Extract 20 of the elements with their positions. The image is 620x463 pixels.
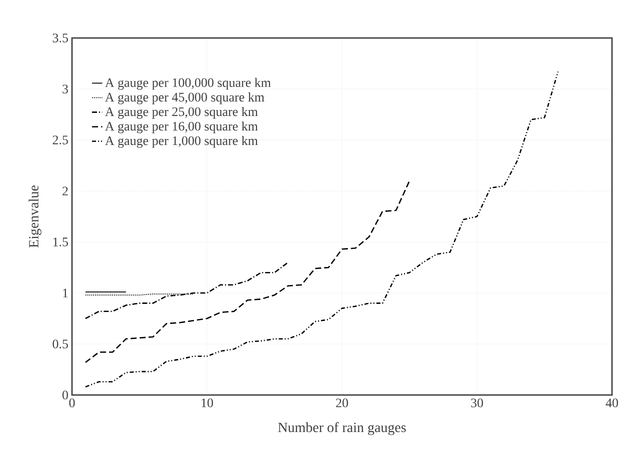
x-tick-label: 10 [202, 398, 214, 408]
y-tick-label: 1 [63, 288, 68, 298]
legend-label: A gauge per 100,000 square km [105, 78, 271, 90]
x-tick-label: 0 [69, 398, 75, 408]
legend-label: A gauge per 16,00 square km [105, 121, 258, 134]
legend-label: A gauge per 45,000 square km [105, 92, 264, 104]
y-tick-label: 0 [62, 390, 68, 400]
x-tick-label: 20 [336, 398, 348, 408]
y-tick-label: 2 [62, 186, 68, 196]
y-tick-label: 2.5 [52, 136, 68, 144]
x-axis-title: Number of rain gauges [278, 422, 406, 436]
y-axis-title: Eigenvalue [28, 185, 42, 248]
legend-label: A gauge per 25,00 square km [105, 106, 258, 119]
x-tick-label: 40 [606, 398, 618, 408]
y-tick-label: 3.5 [52, 34, 68, 42]
y-tick-label: 1.5 [53, 238, 68, 246]
y-tick-label: 0.5 [52, 340, 68, 348]
legend-label: A gauge per 1,000 square km [105, 136, 258, 148]
x-tick-label: 30 [471, 398, 484, 408]
y-tick-label: 3 [62, 84, 68, 94]
